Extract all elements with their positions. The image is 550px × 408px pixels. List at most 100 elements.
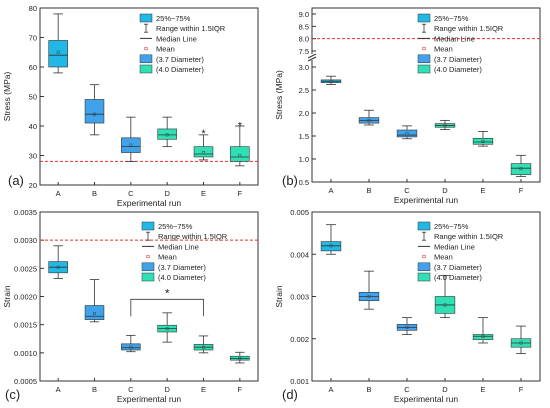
- iqr-box: [84, 99, 105, 124]
- box-E: [193, 335, 214, 354]
- legend-entry: Median Line: [158, 242, 199, 251]
- legend-swatch: [417, 272, 431, 282]
- panel-label: (b): [282, 173, 298, 188]
- box-B: [84, 84, 105, 136]
- x-tick-label: C: [404, 385, 410, 394]
- y-tick-label: 0.001: [290, 377, 309, 386]
- legend-entry: Mean: [156, 45, 175, 54]
- legend-entry: Median Line: [434, 242, 475, 251]
- mean-marker: [481, 140, 485, 143]
- x-tick-label: B: [366, 186, 371, 195]
- legend-entry: Mean: [434, 253, 453, 262]
- y-tick-label: 9.0: [299, 10, 309, 19]
- legend-entry: (4.0 Diameter): [156, 65, 204, 74]
- x-tick-label: D: [164, 385, 170, 394]
- x-tick-label: A: [328, 385, 333, 394]
- outlier-marker: *: [201, 128, 206, 140]
- x-tick-label: B: [92, 385, 97, 394]
- box-C: [121, 116, 141, 162]
- legend-swatch: [417, 13, 431, 23]
- legend-entry: Median Line: [156, 34, 197, 43]
- x-tick-label: F: [519, 385, 524, 394]
- box-D: [157, 116, 177, 148]
- box-B: [358, 109, 380, 126]
- y-tick-label: 0.0030: [14, 236, 37, 245]
- x-axis-title: Experimental run: [394, 394, 459, 404]
- significance-bracket: [130, 298, 204, 317]
- x-tick-label: A: [56, 189, 61, 198]
- mean-marker: [238, 357, 242, 360]
- legend-swatch: [144, 47, 148, 51]
- box-D: [434, 274, 456, 319]
- legend-entry: 25%~75%: [434, 14, 469, 23]
- axes-frame: [39, 7, 259, 186]
- iqr-box: [510, 163, 532, 175]
- y-tick-label: 2.5: [299, 86, 309, 95]
- panel-label: (c): [5, 387, 20, 402]
- y-axis-title: Stress (MPa): [274, 70, 284, 120]
- iqr-box: [157, 128, 177, 140]
- legend-swatch: [141, 221, 155, 231]
- chart-panel-b: 0.5 1.0 1.5 2.0 2.5 3.0 7.5 8.0 8.5 9.0 A B C D E F Expe…: [274, 7, 541, 205]
- y-tick-label: 80: [29, 4, 37, 13]
- legend-entry: 25%~75%: [434, 222, 469, 231]
- x-tick-label: A: [328, 186, 333, 195]
- x-tick-label: D: [442, 186, 448, 195]
- y-tick-label: 0.002: [290, 335, 309, 344]
- y-tick-label: 0.0020: [14, 293, 37, 302]
- mean-marker: [405, 132, 409, 136]
- box-A: [320, 224, 342, 255]
- axes-frame: [311, 7, 541, 183]
- legend-swatch: [139, 64, 153, 74]
- legend-swatch: [417, 262, 431, 272]
- legend-entry: Range within 1.5IQR: [434, 232, 504, 241]
- box-C: [396, 125, 418, 140]
- box-A: [320, 75, 342, 85]
- iqr-box: [84, 305, 105, 320]
- box-C: [396, 317, 418, 335]
- y-tick-label: 2.0: [299, 109, 309, 118]
- x-tick-label: E: [201, 189, 206, 198]
- y-tick-label: 0.0010: [14, 349, 37, 358]
- mean-marker: [367, 295, 371, 298]
- y-tick-label: 70: [29, 34, 37, 43]
- legend-entry: (4.0 Diameter): [434, 273, 482, 282]
- y-tick-label: 7.5: [299, 47, 309, 56]
- box-E: *: [193, 128, 214, 161]
- axis-break-mask: [309, 54, 315, 60]
- legend-entry: 25%~75%: [156, 14, 191, 23]
- box-F: *: [230, 121, 250, 167]
- box-D: [434, 119, 456, 130]
- significance-marker: *: [165, 286, 170, 300]
- mean-marker: [367, 118, 371, 122]
- y-tick-label: 1.5: [299, 132, 309, 141]
- mean-marker: [129, 143, 133, 147]
- chart-panel-d: 0.001 0.002 0.003 0.004 0.005 A B C D E F Experimen…: [274, 208, 541, 404]
- x-tick-label: C: [128, 385, 134, 394]
- iqr-box: [193, 146, 214, 158]
- x-tick-label: E: [480, 385, 485, 394]
- legend-entry: (3.7 Diameter): [434, 263, 482, 272]
- legend-swatch: [141, 272, 155, 282]
- legend-swatch: [139, 54, 153, 64]
- box-B: [358, 270, 380, 310]
- mean-marker: [481, 335, 485, 339]
- y-tick-label: 0.5: [299, 178, 309, 187]
- box-A: [48, 245, 68, 279]
- legend-swatch: [141, 262, 155, 272]
- mean-marker: [56, 265, 60, 269]
- mean-marker: [238, 154, 242, 157]
- y-tick-label: 0.0025: [14, 264, 37, 273]
- x-tick-label: E: [480, 186, 485, 195]
- legend-entry: Range within 1.5IQR: [158, 232, 228, 241]
- legend-entry: (3.7 Diameter): [158, 263, 206, 272]
- chart-panel-a: 20 30 40 50 60 70 80 A B C D E F Experimental run Stre…: [2, 4, 259, 208]
- x-axis-title: Experimental run: [117, 198, 182, 208]
- y-tick-label: 0.004: [290, 250, 309, 259]
- iqr-box: [472, 334, 494, 340]
- y-tick-label: 3.0: [299, 63, 309, 72]
- iqr-box: [230, 146, 250, 162]
- legend-entry: (3.7 Diameter): [434, 55, 482, 64]
